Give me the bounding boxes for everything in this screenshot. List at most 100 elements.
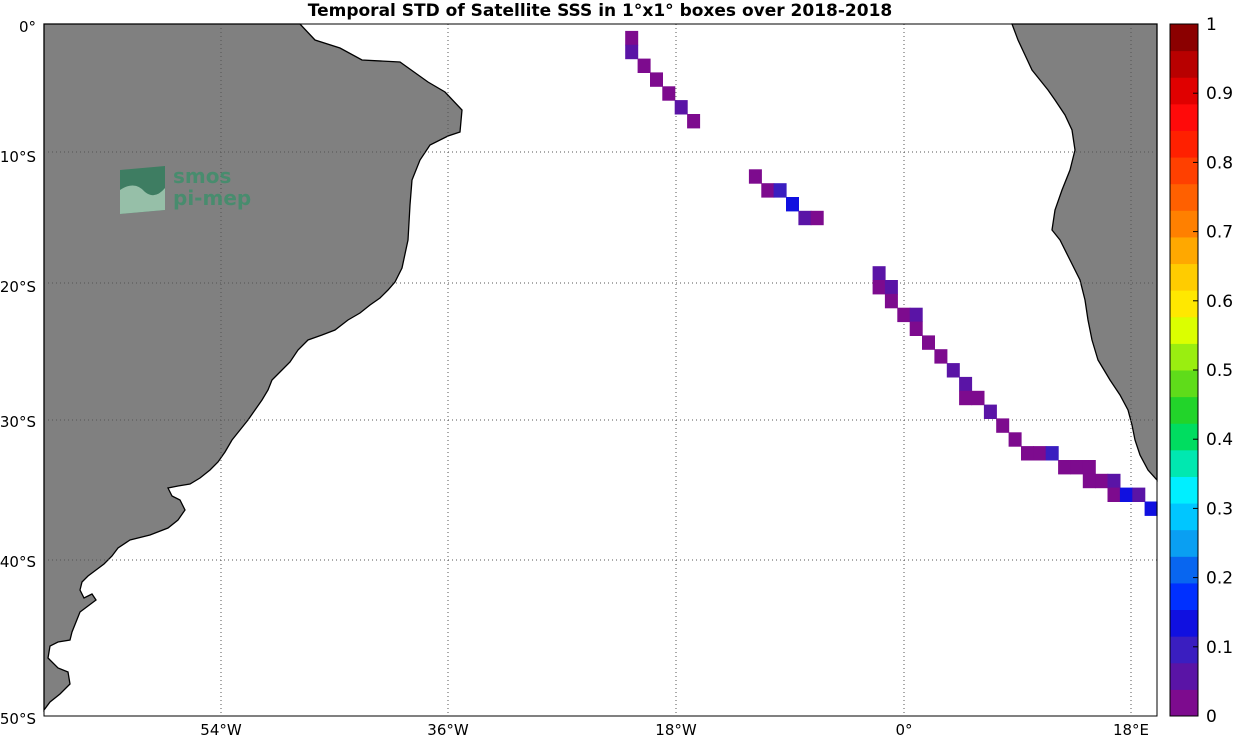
std-cell [662,86,676,101]
std-cell [1107,473,1121,489]
lon-tick-label: 18°E [1113,721,1149,738]
colorbar-tick-label: 0.4 [1206,430,1233,450]
map-area: smos pi-mep [43,23,1158,717]
logo-text-line2: pi-mep [173,186,251,210]
std-cell [674,100,688,115]
colorbar-swatch [1170,370,1198,398]
std-cell [773,183,787,198]
colorbar-swatch [1170,236,1198,265]
std-cell [884,280,898,295]
colorbar-swatch [1170,636,1198,664]
colorbar-swatch [1170,77,1198,105]
lat-tick-label: 50°S [0,710,36,728]
std-cell [872,280,886,295]
colorbar-swatch [1170,183,1198,211]
lon-tick-label: 36°W [427,721,469,738]
std-cell [761,183,775,198]
colorbar-swatch [1170,50,1198,78]
logo: smos pi-mep [120,164,251,214]
std-cell [1045,446,1059,461]
std-cell [922,335,935,350]
std-cell [650,72,663,87]
std-cell [884,293,898,309]
std-cell [687,114,701,129]
std-cell [959,376,973,392]
colorbar-swatch [1170,396,1198,424]
colorbar-swatch [1170,210,1198,238]
colorbar-tick-label: 0.8 [1206,153,1233,173]
std-cell [798,210,812,226]
colorbar-swatch [1170,609,1198,637]
std-cell [897,307,911,323]
std-cell [971,390,985,406]
std-cell [625,44,639,60]
colorbar-swatch [1170,157,1198,185]
colorbar-tick-label: 0.1 [1206,638,1233,658]
colorbar-swatch [1170,662,1198,690]
colorbar-tick-label: 0 [1206,707,1217,727]
colorbar-swatch [1170,582,1198,611]
colorbar-tick-label: 0.9 [1206,84,1233,104]
std-cell [983,404,997,419]
colorbar-swatch [1170,290,1198,318]
std-cell [1132,487,1146,502]
colorbar-swatch [1170,316,1198,344]
std-cell [1008,432,1022,447]
colorbar-tick-label: 0.6 [1206,292,1233,312]
colorbar-tick-label: 0.5 [1206,361,1233,381]
longitude-axis: 54°W 36°W 18°W 0° 18°E [200,721,1149,738]
colorbar-tick-label: 0.3 [1206,499,1233,519]
std-cell [946,363,960,378]
std-cell [1082,473,1096,489]
std-cell [934,349,948,364]
graticule [44,24,1157,716]
lat-tick-label: 10°S [0,148,36,166]
colorbar-swatch [1170,476,1198,504]
std-cell [1058,460,1072,475]
std-cell [996,418,1010,433]
lat-tick-label: 20°S [0,278,36,296]
lat-tick-label: 40°S [0,553,36,571]
logo-text-line1: smos [173,164,231,188]
lat-tick-label: 30°S [0,413,36,431]
std-cell [786,197,799,212]
logo-mark-icon [120,166,165,214]
africa-landmass [1011,23,1158,482]
colorbar-swatch [1170,503,1198,531]
lat-tick-label: 0° [19,18,36,36]
std-cell [810,210,824,226]
map-frame [43,23,1158,717]
colorbar-swatch [1170,103,1198,131]
colorbar-swatch [1170,343,1198,371]
std-cell [1082,460,1096,475]
colorbar-swatch [1170,130,1198,158]
colorbar-swatches [1170,24,1198,717]
colorbar-swatch [1170,556,1198,584]
colorbar-swatch [1170,529,1198,557]
colorbar-labels: 0 0.1 0.2 0.3 0.4 0.5 0.6 0.7 0.8 0.9 1 [1193,15,1233,727]
colorbar-tick-label: 1 [1206,15,1217,35]
std-cell [748,169,762,184]
colorbar: 0 0.1 0.2 0.3 0.4 0.5 0.6 0.7 0.8 0.9 1 [1169,15,1233,727]
colorbar-tick-label: 0.7 [1206,223,1233,243]
std-cell [959,390,973,406]
colorbar-swatch [1170,263,1198,291]
std-cell [1119,487,1133,502]
std-cell [637,58,651,73]
std-cell [1021,446,1034,461]
colorbar-tick-label: 0.2 [1206,569,1233,589]
std-cell [1033,446,1047,461]
std-cell [1070,460,1084,475]
std-cell [1144,501,1158,516]
colorbar-swatch [1170,449,1198,477]
std-cell [1107,487,1121,502]
std-cells-layer [625,30,1158,516]
colorbar-swatch [1170,689,1198,717]
colorbar-swatch [1170,24,1198,52]
lon-tick-label: 0° [895,721,912,738]
std-cell [625,30,639,46]
colorbar-swatch [1170,423,1198,451]
figure-title: Temporal STD of Satellite SSS in 1°x1° b… [308,1,893,21]
std-cell [1095,473,1109,489]
